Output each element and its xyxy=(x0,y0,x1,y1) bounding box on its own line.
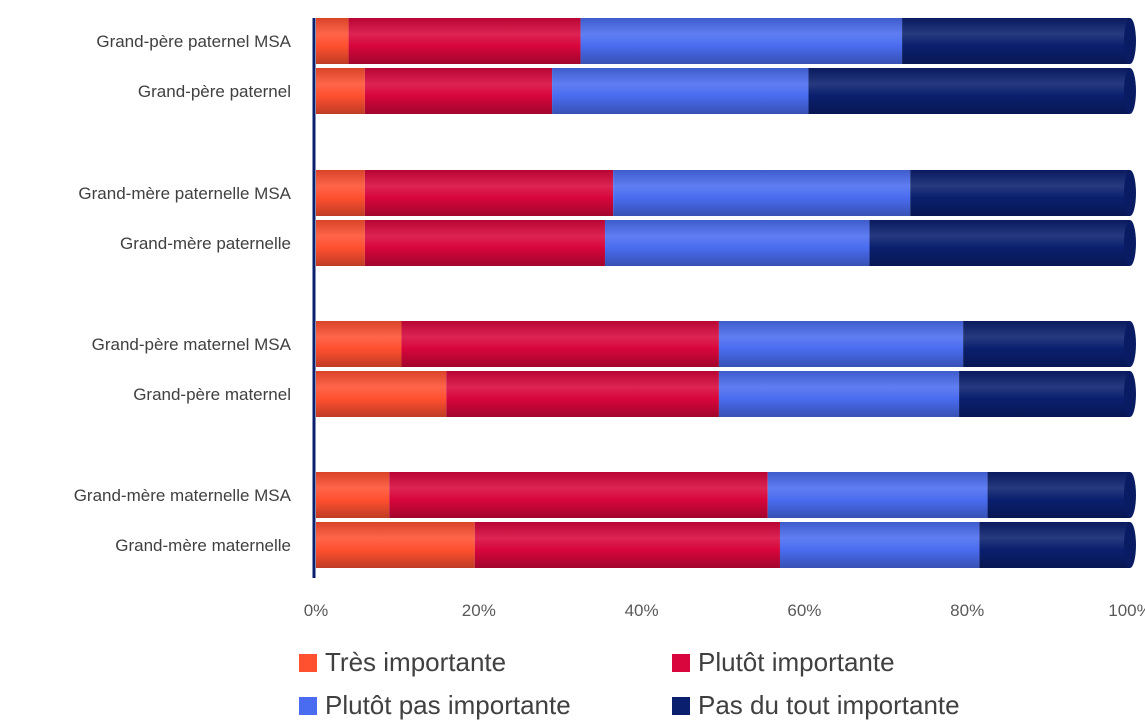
bar-plutot-importante-grand-pere-paternel-msa xyxy=(348,18,581,64)
x-tick-label: 20% xyxy=(462,601,496,620)
bar-tres-importante-grand-pere-maternel-msa xyxy=(316,321,402,367)
bar-end-cap-grand-pere-paternel-msa xyxy=(1124,18,1136,64)
category-label: Grand-mère paternelle MSA xyxy=(78,184,291,203)
x-tick-label: 60% xyxy=(787,601,821,620)
x-tick-label: 0% xyxy=(304,601,329,620)
x-axis-ticks: 0% 20% 40% 60% 80% 100% xyxy=(304,601,1145,620)
legend-item-pas-du-tout-importante[interactable]: Pas du tout importante xyxy=(672,690,960,721)
bar-plutot-importante-grand-pere-paternel xyxy=(364,68,553,114)
bar-tres-importante-grand-mere-paternelle-msa xyxy=(316,170,365,216)
bar-plutot-importante-grand-mere-paternelle-msa xyxy=(364,170,614,216)
bar-end-cap-grand-mere-maternelle xyxy=(1124,522,1136,568)
bar-end-cap-grand-mere-maternelle-msa xyxy=(1124,472,1136,518)
bar-pas-du-tout-importante-grand-mere-maternelle xyxy=(979,522,1130,568)
bar-tres-importante-grand-mere-paternelle xyxy=(316,220,365,266)
legend-swatch-pas-du-tout-importante xyxy=(672,696,690,715)
bar-end-cap-grand-mere-paternelle xyxy=(1124,220,1136,266)
bar-end-cap-grand-pere-maternel-msa xyxy=(1124,321,1136,367)
legend-label: Très importante xyxy=(325,647,507,677)
category-label: Grand-père maternel xyxy=(133,385,291,404)
bar-pas-du-tout-importante-grand-mere-paternelle-msa xyxy=(910,170,1130,216)
category-label: Grand-mère maternelle xyxy=(115,536,291,555)
legend-label: Plutôt importante xyxy=(698,647,895,677)
legend-swatch-plutot-pas-importante xyxy=(299,696,317,715)
bar-plutot-pas-importante-grand-pere-paternel xyxy=(552,68,809,114)
bar-tres-importante-grand-mere-maternelle-msa xyxy=(316,472,390,518)
category-label: Grand-père paternel xyxy=(138,82,291,101)
bar-plutot-pas-importante-grand-mere-maternelle-msa xyxy=(767,472,988,518)
bar-tres-importante-grand-pere-maternel xyxy=(316,371,447,417)
bar-plutot-pas-importante-grand-pere-maternel xyxy=(718,371,960,417)
legend-item-tres-importante[interactable]: Très importante xyxy=(299,647,506,678)
bar-plutot-importante-grand-mere-maternelle-msa xyxy=(389,472,768,518)
bar-pas-du-tout-importante-grand-mere-maternelle-msa xyxy=(987,472,1130,518)
x-tick-label: 100% xyxy=(1108,601,1145,620)
bar-end-cap-grand-mere-paternelle-msa xyxy=(1124,170,1136,216)
legend-item-plutot-pas-importante[interactable]: Plutôt pas importante xyxy=(299,690,571,721)
bar-pas-du-tout-importante-grand-pere-maternel-msa xyxy=(963,321,1130,367)
category-labels: Grand-père paternel MSA Grand-père patern… xyxy=(74,32,292,555)
bar-plutot-importante-grand-pere-maternel xyxy=(446,371,719,417)
bar-pas-du-tout-importante-grand-pere-paternel xyxy=(808,68,1130,114)
bar-pas-du-tout-importante-grand-mere-paternelle xyxy=(869,220,1130,266)
bar-plutot-pas-importante-grand-pere-paternel-msa xyxy=(580,18,903,64)
x-tick-label: 40% xyxy=(625,601,659,620)
category-label: Grand-mère paternelle xyxy=(120,234,291,253)
bar-tres-importante-grand-pere-paternel-msa xyxy=(316,18,349,64)
bar-plutot-pas-importante-grand-mere-paternelle xyxy=(604,220,870,266)
legend-label: Plutôt pas importante xyxy=(325,690,571,720)
legend-label: Pas du tout importante xyxy=(698,690,960,720)
x-tick-label: 80% xyxy=(950,601,984,620)
bar-plutot-importante-grand-mere-paternelle xyxy=(364,220,605,266)
bar-pas-du-tout-importante-grand-pere-paternel-msa xyxy=(902,18,1130,64)
bar-tres-importante-grand-mere-maternelle xyxy=(316,522,475,568)
legend-swatch-plutot-importante xyxy=(672,653,690,672)
bar-plutot-importante-grand-mere-maternelle xyxy=(474,522,780,568)
bar-tres-importante-grand-pere-paternel xyxy=(316,68,365,114)
bar-plutot-pas-importante-grand-mere-paternelle-msa xyxy=(613,170,911,216)
bars-group xyxy=(316,18,1136,568)
bar-end-cap-grand-pere-maternel xyxy=(1124,371,1136,417)
bar-pas-du-tout-importante-grand-pere-maternel xyxy=(959,371,1130,417)
legend-swatch-tres-importante xyxy=(299,653,317,672)
category-label: Grand-père maternel MSA xyxy=(92,335,292,354)
category-label: Grand-père paternel MSA xyxy=(96,32,291,51)
legend-item-plutot-importante[interactable]: Plutôt importante xyxy=(672,647,895,678)
bar-plutot-importante-grand-pere-maternel-msa xyxy=(401,321,719,367)
bar-plutot-pas-importante-grand-pere-maternel-msa xyxy=(718,321,964,367)
bar-end-cap-grand-pere-paternel xyxy=(1124,68,1136,114)
bar-plutot-pas-importante-grand-mere-maternelle xyxy=(779,522,980,568)
category-label: Grand-mère maternelle MSA xyxy=(74,486,292,505)
